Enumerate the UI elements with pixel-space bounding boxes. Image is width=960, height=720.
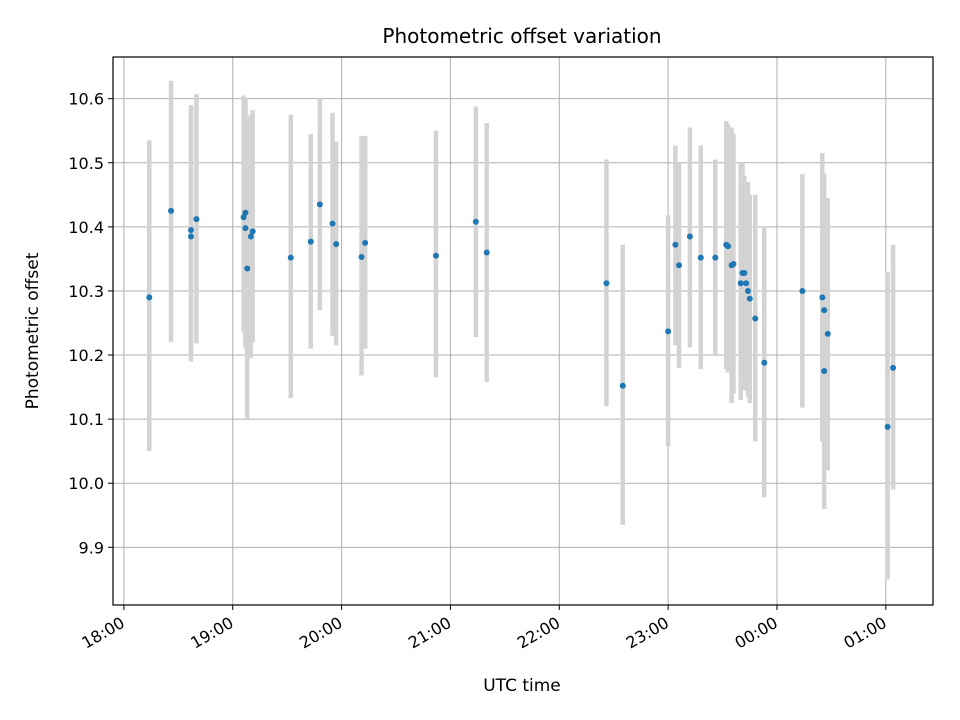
data-point <box>821 368 828 375</box>
data-point <box>672 241 679 248</box>
data-point <box>821 307 828 314</box>
data-point <box>741 269 748 276</box>
data-point <box>665 328 672 335</box>
x-axis-title: UTC time <box>483 676 561 696</box>
data-point <box>362 239 369 246</box>
data-point <box>244 265 251 272</box>
data-point <box>242 225 249 232</box>
plot-frame <box>112 56 934 606</box>
data-point <box>483 249 490 256</box>
data-point <box>146 294 153 301</box>
data-point <box>188 227 195 234</box>
data-point <box>676 262 683 269</box>
data-point <box>432 252 439 259</box>
data-point <box>472 218 479 225</box>
data-point <box>686 233 693 240</box>
data-point <box>287 254 294 261</box>
y-tick-label: 10.1 <box>68 410 104 429</box>
data-points <box>146 201 897 430</box>
y-tick-label: 10.2 <box>68 346 104 365</box>
data-point <box>752 315 759 322</box>
data-point <box>603 280 610 287</box>
data-point <box>619 382 626 389</box>
data-point <box>890 364 897 371</box>
data-point <box>824 330 831 337</box>
data-point <box>193 216 200 223</box>
y-tick-label: 10.5 <box>68 154 104 173</box>
data-point <box>712 254 719 261</box>
data-point <box>249 228 256 235</box>
data-point <box>761 359 768 366</box>
data-point <box>737 280 744 287</box>
data-point <box>168 207 175 214</box>
data-point <box>242 209 249 216</box>
data-point <box>188 233 195 240</box>
data-point <box>247 233 254 240</box>
y-axis: 9.9 10.0 10.1 10.2 10.3 10.4 10.5 10.6 <box>68 90 113 557</box>
data-point <box>333 241 340 248</box>
y-axis-title: Photometric offset <box>23 252 43 409</box>
y-tick-label: 10.6 <box>68 90 104 109</box>
y-tick-label: 10.0 <box>68 474 104 493</box>
y-tick-label: 9.9 <box>79 538 104 557</box>
data-point <box>329 220 336 227</box>
chart-title: Photometric offset variation <box>382 24 661 48</box>
data-point <box>884 423 891 430</box>
y-tick-label: 10.4 <box>68 218 104 237</box>
y-tick-label: 10.3 <box>68 282 104 301</box>
data-point <box>799 287 806 294</box>
data-point <box>725 243 731 250</box>
data-point <box>743 280 750 287</box>
data-point <box>316 201 323 208</box>
data-point <box>746 295 753 302</box>
data-point <box>819 294 826 301</box>
data-point <box>240 214 247 221</box>
data-point <box>744 287 751 294</box>
data-point <box>307 238 314 245</box>
data-point <box>697 254 704 261</box>
data-point <box>358 253 365 260</box>
data-point <box>730 261 737 268</box>
